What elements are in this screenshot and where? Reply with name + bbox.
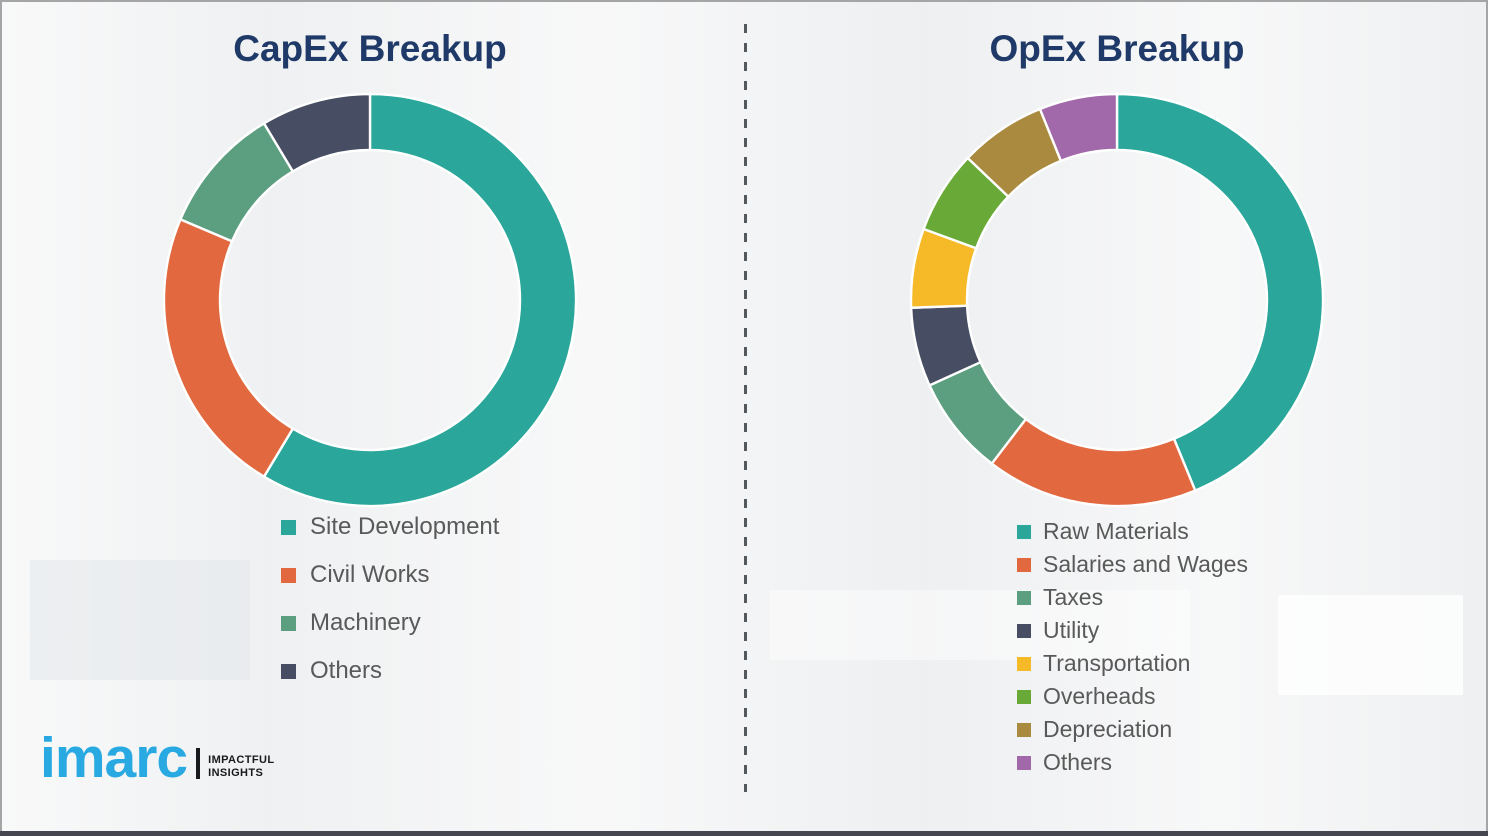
legend-item: Overheads	[1017, 683, 1248, 710]
legend-item: Machinery	[281, 609, 499, 637]
legend-swatch	[1017, 755, 1031, 770]
legend-swatch	[1017, 623, 1031, 638]
legend-swatch	[1017, 722, 1031, 737]
legend-label: Depreciation	[1043, 716, 1173, 742]
donut-segment-salaries-and-wages	[990, 417, 1197, 508]
legend-swatch	[281, 567, 296, 583]
legend-swatch	[1017, 689, 1031, 704]
legend-label: Utility	[1043, 617, 1100, 643]
background-photo-patch	[30, 560, 250, 680]
capex-chart-title: CapEx Breakup	[233, 28, 507, 69]
legend-item: Salaries and Wages	[1017, 551, 1248, 578]
opex-legend: Raw Materials Salaries and Wages Taxes Util…	[1017, 518, 1248, 776]
legend-item: Others	[1017, 749, 1248, 776]
legend-item: Utility	[1017, 617, 1248, 644]
bottom-edge-bar	[0, 831, 1488, 836]
legend-swatch	[1017, 590, 1031, 605]
legend-item: Raw Materials	[1017, 518, 1248, 545]
imarc-logo: imarc IMPACTFUL INSIGHTS	[40, 726, 274, 790]
donut-segment-raw-materials	[1115, 92, 1325, 492]
legend-swatch	[1017, 524, 1031, 539]
background-photo-patch	[1278, 595, 1463, 695]
tagline-line1: IMPACTFUL	[208, 754, 275, 767]
imarc-logo-divider-bar	[196, 748, 201, 780]
legend-label: Others	[310, 657, 383, 684]
legend-item: Site Development	[281, 513, 499, 541]
opex-chart-title: OpEx Breakup	[989, 28, 1245, 69]
legend-item: Depreciation	[1017, 716, 1248, 743]
opex-donut-chart	[909, 92, 1325, 508]
donut-segment-civil-works	[162, 218, 295, 478]
legend-item: Transportation	[1017, 650, 1248, 677]
legend-swatch	[281, 615, 296, 631]
legend-label: Machinery	[310, 609, 421, 636]
legend-label: Overheads	[1043, 683, 1156, 709]
legend-swatch	[1017, 557, 1031, 572]
legend-label: Others	[1043, 749, 1113, 775]
capex-donut-chart	[162, 92, 578, 508]
legend-swatch	[1017, 656, 1031, 671]
legend-item: Others	[281, 657, 499, 685]
legend-label: Taxes	[1043, 584, 1104, 610]
legend-label: Salaries and Wages	[1043, 551, 1248, 577]
legend-item: Taxes	[1017, 584, 1248, 611]
imarc-logo-text: imarc	[40, 726, 188, 790]
imarc-logo-tagline: IMPACTFUL INSIGHTS	[208, 754, 274, 779]
legend-label: Civil Works	[310, 561, 430, 588]
legend-label: Raw Materials	[1043, 518, 1189, 544]
legend-label: Site Development	[310, 513, 500, 540]
vertical-dashed-divider	[744, 24, 747, 792]
legend-item: Civil Works	[281, 561, 499, 589]
capex-legend: Site Development Civil Works Machinery Othe…	[281, 513, 499, 685]
legend-swatch	[281, 519, 296, 535]
legend-label: Transportation	[1043, 650, 1191, 676]
tagline-line2: INSIGHTS	[208, 766, 264, 779]
legend-swatch	[281, 663, 296, 679]
